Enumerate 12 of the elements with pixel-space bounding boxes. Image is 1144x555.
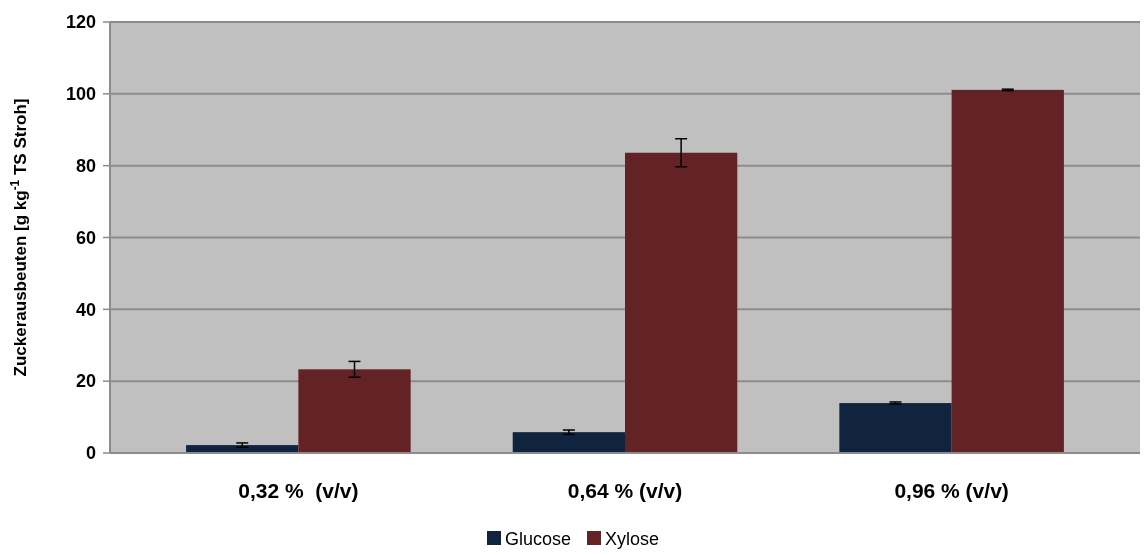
y-tick-label: 20 xyxy=(75,371,96,392)
y-tick-label: 80 xyxy=(75,155,96,176)
legend-label: Xylose xyxy=(605,529,660,549)
legend-label: Glucose xyxy=(505,529,572,549)
x-tick-label: 0,64 % (v/v) xyxy=(567,479,683,502)
y-tick-label: 40 xyxy=(75,299,96,320)
y-tick-label: 100 xyxy=(65,84,96,105)
x-tick-label: 0,32 % (v/v) xyxy=(238,479,359,502)
y-tick-label: 0 xyxy=(85,443,96,464)
y-tick-label: 60 xyxy=(75,227,96,248)
y-tick-label: 120 xyxy=(65,12,96,33)
x-tick-label: 0,96 % (v/v) xyxy=(894,479,1009,502)
